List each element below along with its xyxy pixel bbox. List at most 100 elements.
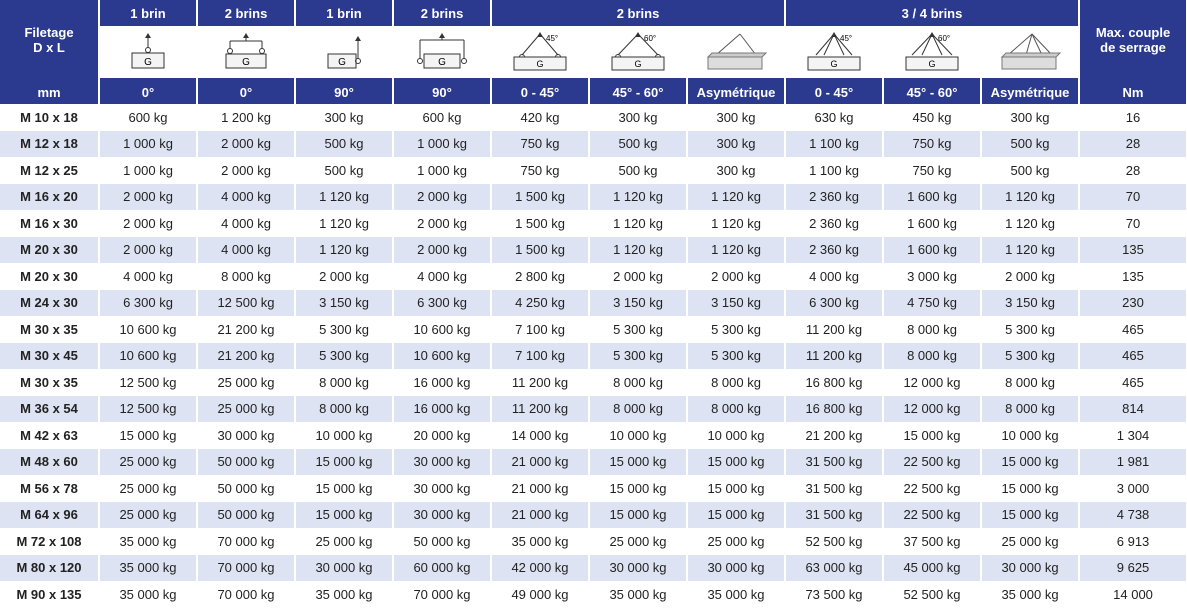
load-cell: 6 300 kg	[786, 289, 882, 316]
table-row: M 56 x 78 25 000 kg 50 000 kg 15 000 kg 30 0…	[0, 475, 1187, 502]
load-cell: 15 000 kg	[982, 448, 1079, 475]
thread-size-cell: M 10 x 18	[0, 104, 98, 131]
torque-cell: 1 304	[1080, 422, 1187, 449]
thread-size-cell: M 20 x 30	[0, 263, 98, 290]
load-cell: 25 000 kg	[198, 369, 294, 396]
load-cell: 2 000 kg	[394, 210, 490, 237]
load-cell: 21 200 kg	[198, 342, 294, 369]
load-cell: 45 000 kg	[884, 554, 980, 581]
angle-header: 0 - 45°	[492, 80, 588, 104]
load-cell: 63 000 kg	[786, 554, 882, 581]
load-cell: 30 000 kg	[198, 422, 294, 449]
load-cell: 15 000 kg	[296, 475, 392, 502]
angle-header: 0°	[198, 80, 294, 104]
load-cell: 1 000 kg	[100, 157, 196, 184]
load-cell: 600 kg	[394, 104, 490, 131]
torque-cell: 28	[1080, 130, 1187, 157]
group-header-2brins-90: 2 brins	[394, 0, 490, 26]
load-cell: 30 000 kg	[590, 554, 686, 581]
load-cell: 42 000 kg	[492, 554, 588, 581]
load-cell: 3 150 kg	[590, 289, 686, 316]
load-cell: 3 150 kg	[688, 289, 784, 316]
two-leg-60-icon: 60° G	[590, 26, 686, 80]
load-cell: 4 000 kg	[198, 183, 294, 210]
load-cell: 12 000 kg	[884, 369, 980, 396]
load-cell: 750 kg	[884, 157, 980, 184]
load-cell: 4 000 kg	[100, 263, 196, 290]
load-cell: 8 000 kg	[296, 395, 392, 422]
load-cell: 20 000 kg	[394, 422, 490, 449]
load-cell: 35 000 kg	[100, 528, 196, 555]
table-row: M 36 x 54 12 500 kg 25 000 kg 8 000 kg 16 00…	[0, 395, 1187, 422]
group-header-1brin-90: 1 brin	[296, 0, 392, 26]
load-cell: 1 120 kg	[590, 236, 686, 263]
load-cell: 25 000 kg	[100, 501, 196, 528]
angle-header: 90°	[394, 80, 490, 104]
load-cell: 15 000 kg	[688, 501, 784, 528]
thread-size-cell: M 80 x 120	[0, 554, 98, 581]
two-leg-45-icon: 45° G	[492, 26, 588, 80]
load-cell: 1 120 kg	[982, 236, 1079, 263]
load-cell: 750 kg	[492, 157, 588, 184]
load-cell: 30 000 kg	[296, 554, 392, 581]
torque-cell: 135	[1080, 236, 1187, 263]
load-cell: 22 500 kg	[884, 501, 980, 528]
load-cell: 60 000 kg	[394, 554, 490, 581]
load-cell: 16 800 kg	[786, 395, 882, 422]
load-cell: 50 000 kg	[198, 448, 294, 475]
max-couple-header: Max. couple de serrage	[1080, 0, 1187, 80]
torque-cell: 3 000	[1080, 475, 1187, 502]
load-cell: 1 120 kg	[296, 183, 392, 210]
torque-cell: 28	[1080, 157, 1187, 184]
load-cell: 2 000 kg	[198, 157, 294, 184]
load-cell: 31 500 kg	[786, 501, 882, 528]
load-cell: 300 kg	[982, 104, 1079, 131]
table-row: M 16 x 20 2 000 kg 4 000 kg 1 120 kg 2 000 k…	[0, 183, 1187, 210]
load-cell: 73 500 kg	[786, 581, 882, 608]
load-cell: 2 360 kg	[786, 210, 882, 237]
load-cell: 2 000 kg	[296, 263, 392, 290]
load-cell: 21 200 kg	[198, 316, 294, 343]
load-cell: 22 500 kg	[884, 475, 980, 502]
load-cell: 37 500 kg	[884, 528, 980, 555]
load-cell: 25 000 kg	[982, 528, 1079, 555]
single-leg-side-icon: G	[296, 26, 392, 80]
load-cell: 2 000 kg	[198, 130, 294, 157]
load-cell: 1 500 kg	[492, 183, 588, 210]
load-cell: 11 200 kg	[492, 369, 588, 396]
thread-size-cell: M 24 x 30	[0, 289, 98, 316]
load-cell: 630 kg	[786, 104, 882, 131]
thread-size-cell: M 30 x 45	[0, 342, 98, 369]
load-cell: 12 500 kg	[100, 369, 196, 396]
load-cell: 15 000 kg	[688, 475, 784, 502]
thread-size-cell: M 16 x 20	[0, 183, 98, 210]
load-cell: 21 000 kg	[492, 501, 588, 528]
angle-header: Asymétrique	[982, 80, 1079, 104]
torque-cell: 6 913	[1080, 528, 1187, 555]
load-cell: 1 120 kg	[590, 183, 686, 210]
load-cell: 70 000 kg	[198, 528, 294, 555]
load-cell: 8 000 kg	[296, 369, 392, 396]
table-row: M 12 x 25 1 000 kg 2 000 kg 500 kg 1 000 kg 7…	[0, 157, 1187, 184]
load-cell: 2 360 kg	[786, 183, 882, 210]
load-cell: 15 000 kg	[100, 422, 196, 449]
torque-cell: 14 000	[1080, 581, 1187, 608]
thread-size-cell: M 16 x 30	[0, 210, 98, 237]
load-cell: 1 120 kg	[688, 236, 784, 263]
torque-cell: 814	[1080, 395, 1187, 422]
load-cell: 8 000 kg	[590, 369, 686, 396]
svg-text:45°: 45°	[840, 34, 852, 43]
load-cell: 2 360 kg	[786, 236, 882, 263]
torque-cell: 16	[1080, 104, 1187, 131]
angle-header: 90°	[296, 80, 392, 104]
load-cell: 50 000 kg	[198, 475, 294, 502]
load-cell: 1 100 kg	[786, 130, 882, 157]
torque-cell: 230	[1080, 289, 1187, 316]
load-cell: 35 000 kg	[590, 581, 686, 608]
load-cell: 2 800 kg	[492, 263, 588, 290]
load-cell: 8 000 kg	[688, 369, 784, 396]
angle-header: Asymétrique	[688, 80, 784, 104]
unit-header-mm: mm	[0, 80, 98, 104]
group-header-34brins: 3 / 4 brins	[786, 0, 1079, 26]
load-cell: 22 500 kg	[884, 448, 980, 475]
